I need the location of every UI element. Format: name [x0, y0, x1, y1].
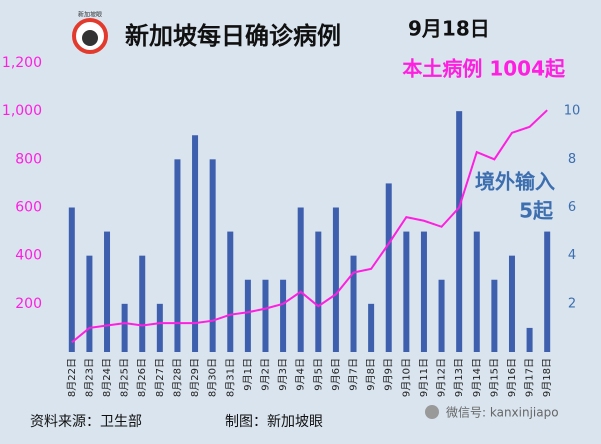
x-tick-label: 9月17日	[524, 358, 536, 397]
x-tick-label: 9月3日	[277, 358, 289, 391]
bar	[192, 135, 199, 352]
bar	[209, 159, 216, 352]
y2-tick-label: 10	[564, 104, 581, 119]
bar	[420, 231, 427, 352]
y-tick-label: 1,000	[2, 103, 42, 119]
bar	[174, 159, 181, 352]
x-tick-label: 8月25日	[119, 358, 131, 397]
x-tick-label: 9月6日	[330, 358, 342, 391]
y2-tick-label: 6	[568, 200, 576, 215]
x-tick-label: 9月10日	[400, 358, 412, 397]
x-tick-label: 9月14日	[471, 358, 483, 397]
x-tick-label: 9月13日	[453, 358, 465, 397]
x-tick-label: 9月9日	[383, 358, 395, 391]
logo-text: 新加坡眼	[78, 11, 102, 19]
watermark: 微信号: kanxinjiapo	[446, 406, 559, 420]
y-tick-label: 200	[15, 296, 42, 312]
bar	[86, 255, 93, 352]
bar	[280, 279, 287, 352]
y-tick-label: 800	[15, 151, 42, 167]
line	[71, 109, 548, 344]
import-annotation: 5起	[519, 199, 554, 223]
bar	[473, 231, 480, 352]
x-tick-label: 9月7日	[348, 358, 360, 391]
footer-author: 制图：新加坡眼	[225, 414, 323, 430]
x-tick-label: 9月8日	[365, 358, 377, 391]
y2-tick-label: 4	[568, 248, 576, 263]
bar	[508, 255, 515, 352]
bar	[315, 231, 322, 352]
x-tick-label: 8月23日	[83, 358, 95, 397]
x-tick-label: 9月11日	[418, 358, 430, 397]
bar	[227, 231, 234, 352]
x-tick-label: 9月2日	[259, 358, 271, 391]
bar	[350, 255, 357, 352]
bar	[156, 303, 163, 352]
x-tick-label: 8月28日	[171, 358, 183, 397]
local-annotation: 本土病例 1004起	[402, 57, 566, 81]
bar	[297, 207, 304, 352]
x-tick-label: 9月12日	[436, 358, 448, 397]
chart-date: 9月18日	[408, 17, 490, 41]
x-tick-label: 9月4日	[295, 358, 307, 391]
bar	[121, 303, 128, 352]
y2-tick-label: 8	[568, 152, 576, 167]
y-tick-label: 1,200	[2, 55, 42, 71]
bar	[438, 279, 445, 352]
bar	[332, 207, 339, 352]
x-tick-label: 8月27日	[154, 358, 166, 397]
footer-source: 资料来源：卫生部	[30, 414, 142, 430]
bar	[368, 303, 375, 352]
x-tick-label: 9月16日	[506, 358, 518, 397]
x-tick-label: 8月29日	[189, 358, 201, 397]
wechat-icon	[425, 405, 439, 419]
bar	[526, 327, 533, 352]
y-tick-label: 600	[15, 200, 42, 216]
bar	[385, 183, 392, 352]
x-tick-label: 9月1日	[242, 358, 254, 391]
bar	[262, 279, 269, 352]
chart-title: 新加坡每日确诊病例	[125, 22, 341, 50]
x-tick-label: 9月15日	[488, 358, 500, 397]
import-annotation: 境外输入	[475, 170, 555, 194]
bar	[244, 279, 251, 352]
y-tick-label: 400	[15, 248, 42, 264]
bar	[403, 231, 410, 352]
bar	[68, 207, 75, 352]
logo-head	[82, 30, 98, 46]
bar	[544, 231, 551, 352]
bar	[491, 279, 498, 352]
x-tick-label: 9月5日	[312, 358, 324, 391]
x-tick-label: 8月24日	[101, 358, 113, 397]
bar	[456, 111, 463, 353]
bar	[139, 255, 146, 352]
x-tick-label: 9月18日	[541, 358, 553, 397]
x-tick-label: 8月26日	[136, 358, 148, 397]
x-tick-label: 8月30日	[207, 358, 219, 397]
y2-tick-label: 2	[568, 296, 576, 311]
bar	[104, 231, 111, 352]
x-tick-label: 8月22日	[66, 358, 78, 397]
x-tick-label: 8月31日	[224, 358, 236, 397]
